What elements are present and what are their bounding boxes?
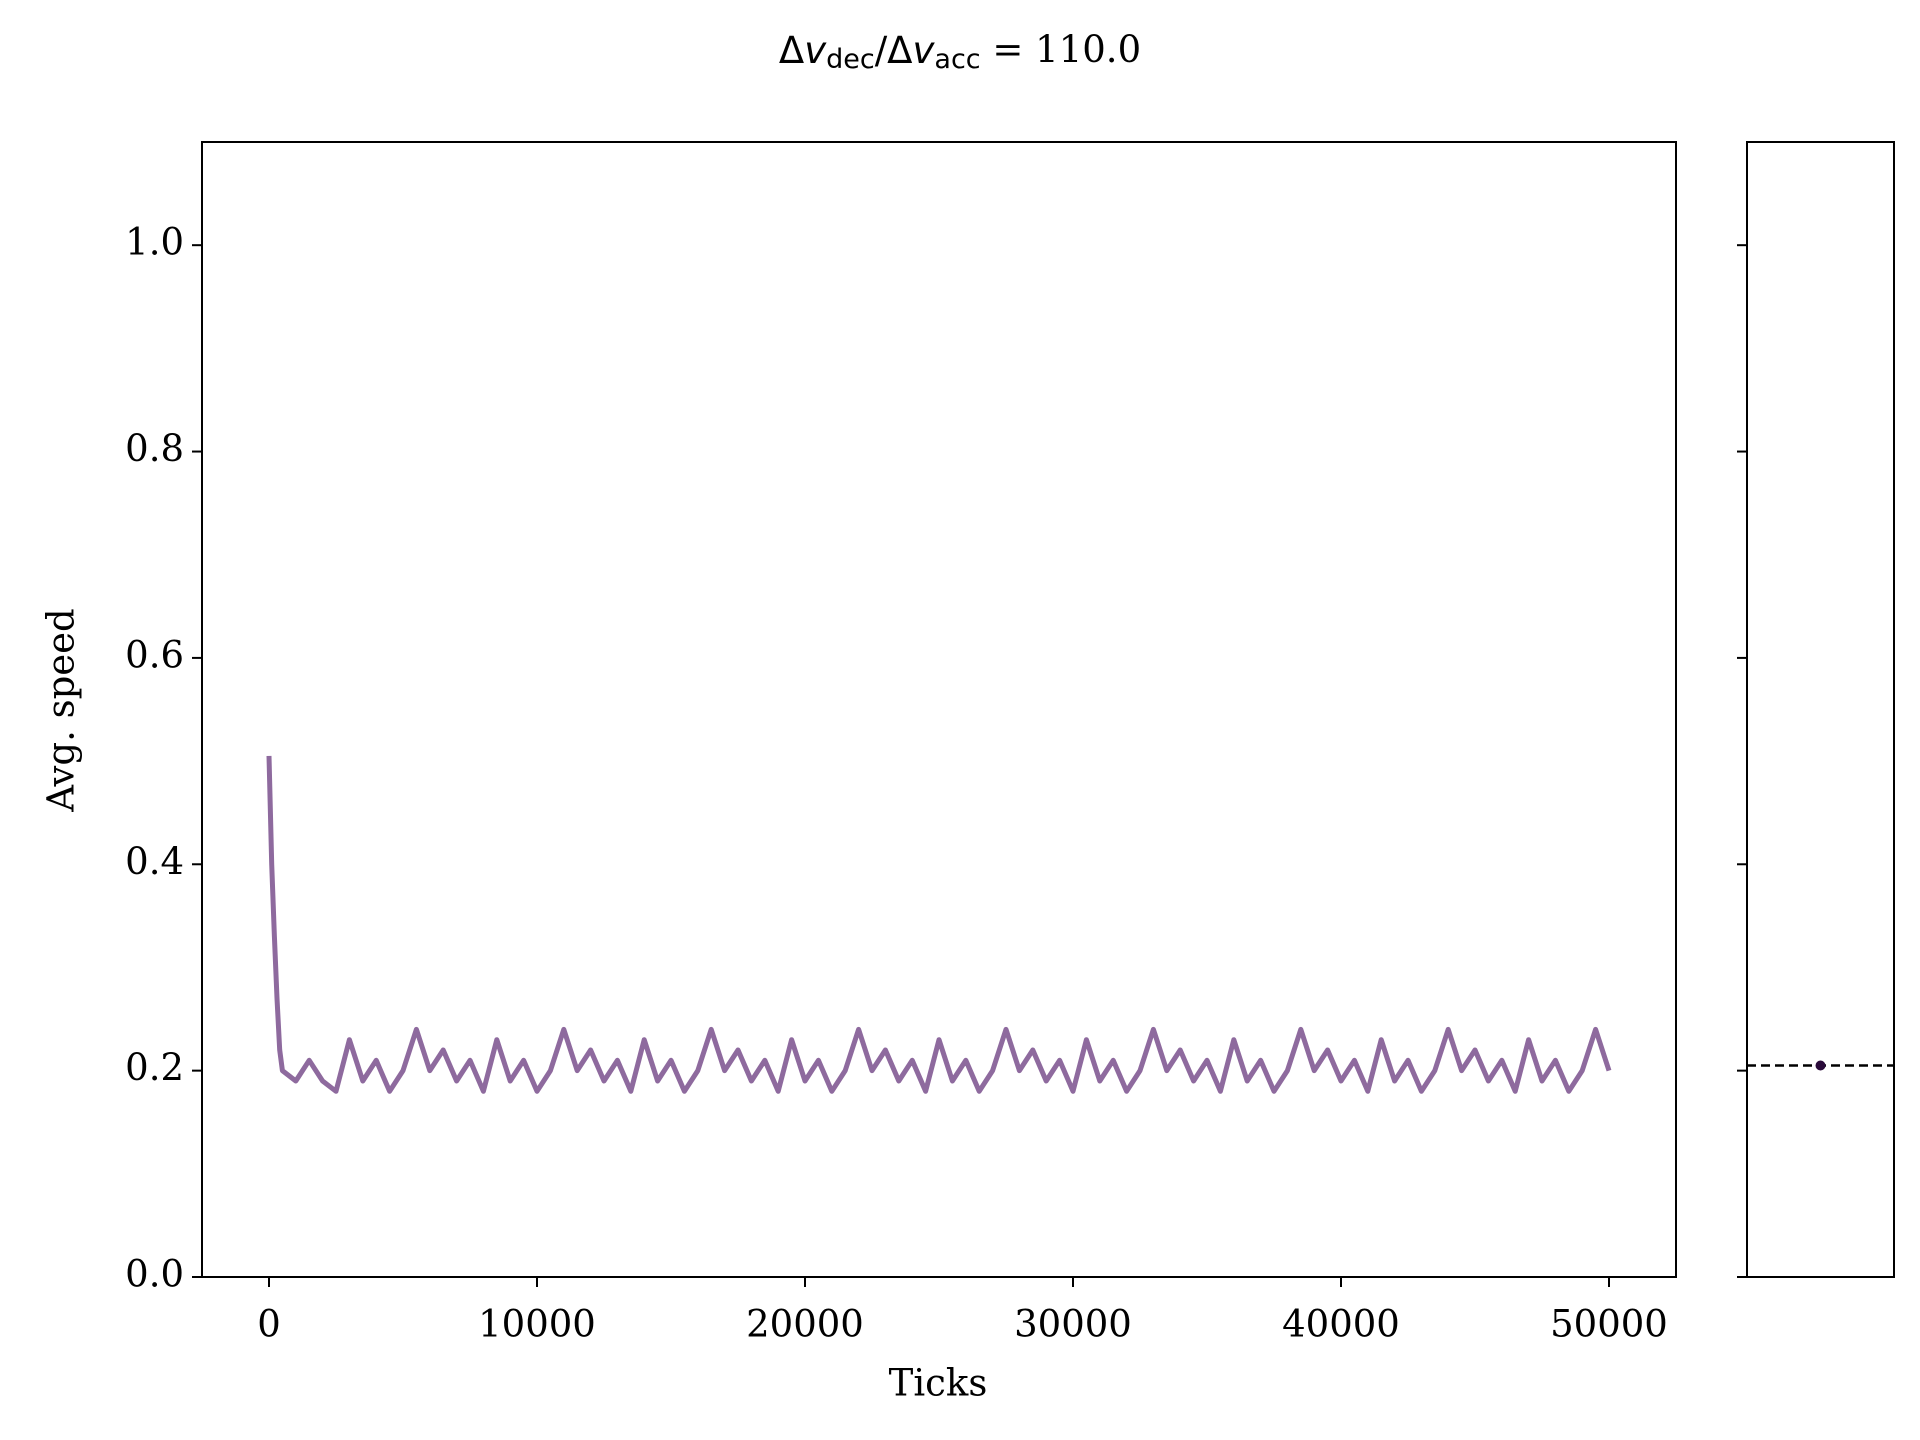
title-part: v xyxy=(804,29,827,72)
x-tick-label: 50000 xyxy=(1550,1303,1668,1346)
x-tick-label: 10000 xyxy=(478,1303,596,1346)
x-tick-label: 20000 xyxy=(746,1303,864,1346)
y-axis-label: Avg. speed xyxy=(40,608,83,812)
title: Δvdec/Δvacc = 110.0 xyxy=(779,28,1141,75)
y-tick-label: 0.4 xyxy=(125,840,184,883)
y-tick-label: 1.0 xyxy=(125,221,184,264)
y-tick-label: 0.8 xyxy=(125,427,184,470)
axes-frame xyxy=(201,141,1677,1278)
title-part: = 110.0 xyxy=(981,28,1141,71)
data-line xyxy=(266,755,1612,1094)
y-tick-label: 0.2 xyxy=(125,1046,184,1089)
x-axis-label: Ticks xyxy=(889,1362,988,1405)
y-tick-label: 0.6 xyxy=(125,633,184,676)
title-part: /Δ xyxy=(875,29,913,72)
x-tick-label: 0 xyxy=(257,1303,281,1346)
side-axes-frame xyxy=(1746,141,1895,1278)
x-tick-label: 30000 xyxy=(1014,1303,1132,1346)
mean-point xyxy=(1815,1060,1826,1071)
x-tick-label: 40000 xyxy=(1282,1303,1400,1346)
title-part: acc xyxy=(934,44,980,75)
title-part: dec xyxy=(826,44,875,75)
title-part: Δ xyxy=(779,29,804,72)
y-tick-label: 0.0 xyxy=(125,1253,184,1296)
title-part: v xyxy=(913,29,936,72)
